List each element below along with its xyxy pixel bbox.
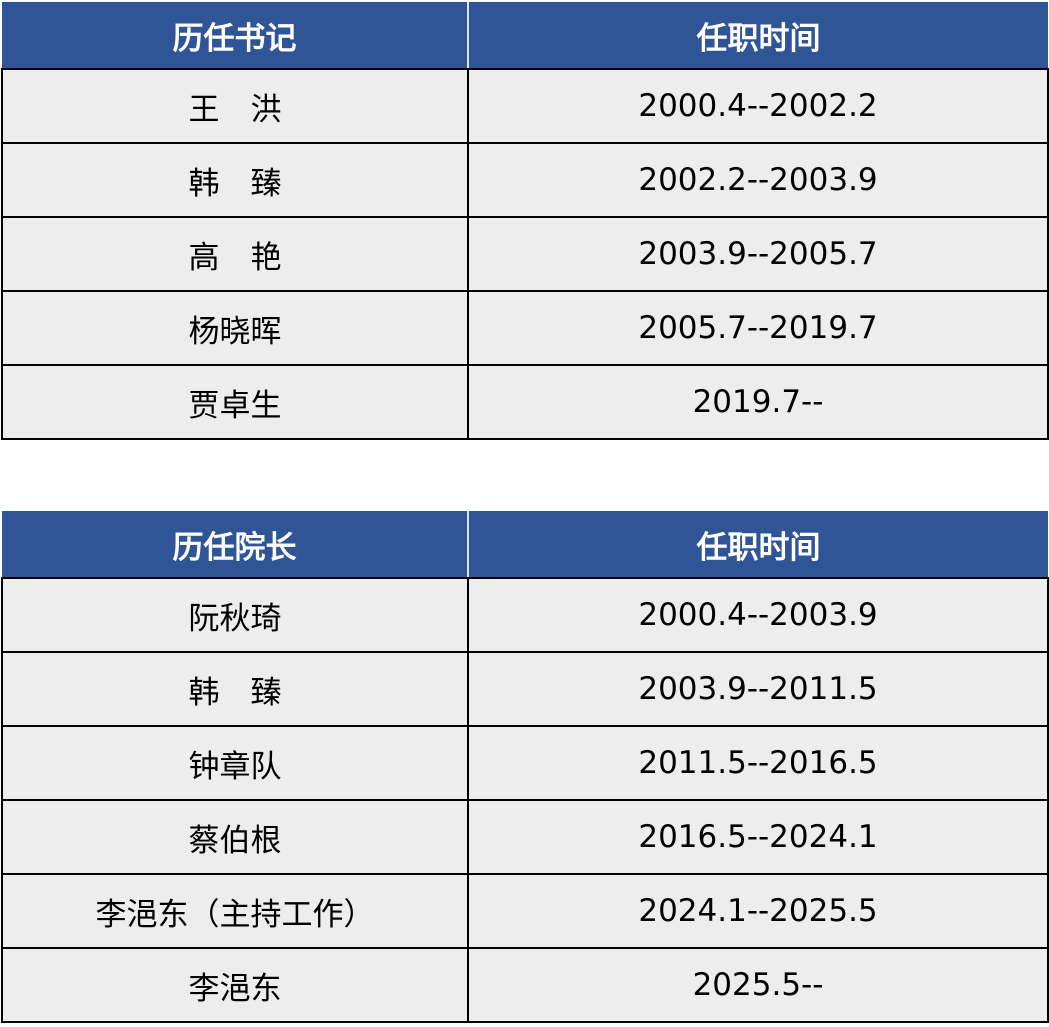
- cell-name: 李浥东: [1, 947, 469, 1023]
- column-header-name: 历任院长: [2, 511, 468, 579]
- cell-name: 韩 臻: [1, 651, 469, 727]
- table-row: 杨晓晖 2005.7--2019.7: [1, 290, 1049, 366]
- cell-name: 韩 臻: [1, 142, 469, 218]
- table-row: 钟章队 2011.5--2016.5: [1, 725, 1049, 801]
- table-row: 贾卓生 2019.7--: [1, 364, 1049, 440]
- table-row: 韩 臻 2002.2--2003.9: [1, 142, 1049, 218]
- table-row: 高 艳 2003.9--2005.7: [1, 216, 1049, 292]
- column-header-name: 历任书记: [2, 2, 468, 70]
- cell-term: 2011.5--2016.5: [467, 725, 1049, 801]
- cell-term: 2016.5--2024.1: [467, 799, 1049, 875]
- table-row: 李浥东（主持工作） 2024.1--2025.5: [1, 873, 1049, 949]
- cell-term: 2005.7--2019.7: [467, 290, 1049, 366]
- table-header-row: 历任院长 任职时间: [2, 511, 1048, 579]
- cell-term: 2000.4--2002.2: [467, 68, 1049, 144]
- cell-term: 2019.7--: [467, 364, 1049, 440]
- cell-name: 高 艳: [1, 216, 469, 292]
- cell-term: 2003.9--2011.5: [467, 651, 1049, 727]
- table-header-row: 历任书记 任职时间: [2, 2, 1048, 70]
- cell-name: 王 洪: [1, 68, 469, 144]
- table-row: 韩 臻 2003.9--2011.5: [1, 651, 1049, 727]
- table-row: 阮秋琦 2000.4--2003.9: [1, 577, 1049, 653]
- cell-term: 2003.9--2005.7: [467, 216, 1049, 292]
- cell-term: 2000.4--2003.9: [467, 577, 1049, 653]
- cell-term: 2024.1--2025.5: [467, 873, 1049, 949]
- cell-name: 李浥东（主持工作）: [1, 873, 469, 949]
- secretaries-table: 历任书记 任职时间 王 洪 2000.4--2002.2 韩 臻 2002.2--20…: [1, 2, 1049, 440]
- table-row: 蔡伯根 2016.5--2024.1: [1, 799, 1049, 875]
- cell-term: 2025.5--: [467, 947, 1049, 1023]
- table-row: 王 洪 2000.4--2002.2: [1, 68, 1049, 144]
- column-header-term: 任职时间: [467, 2, 1048, 70]
- column-header-term: 任职时间: [467, 511, 1048, 579]
- cell-name: 阮秋琦: [1, 577, 469, 653]
- cell-name: 贾卓生: [1, 364, 469, 440]
- cell-name: 蔡伯根: [1, 799, 469, 875]
- presidents-table: 历任院长 任职时间 阮秋琦 2000.4--2003.9 韩 臻 2003.9--20…: [1, 511, 1049, 1023]
- cell-name: 杨晓晖: [1, 290, 469, 366]
- table-row: 李浥东 2025.5--: [1, 947, 1049, 1023]
- cell-name: 钟章队: [1, 725, 469, 801]
- cell-term: 2002.2--2003.9: [467, 142, 1049, 218]
